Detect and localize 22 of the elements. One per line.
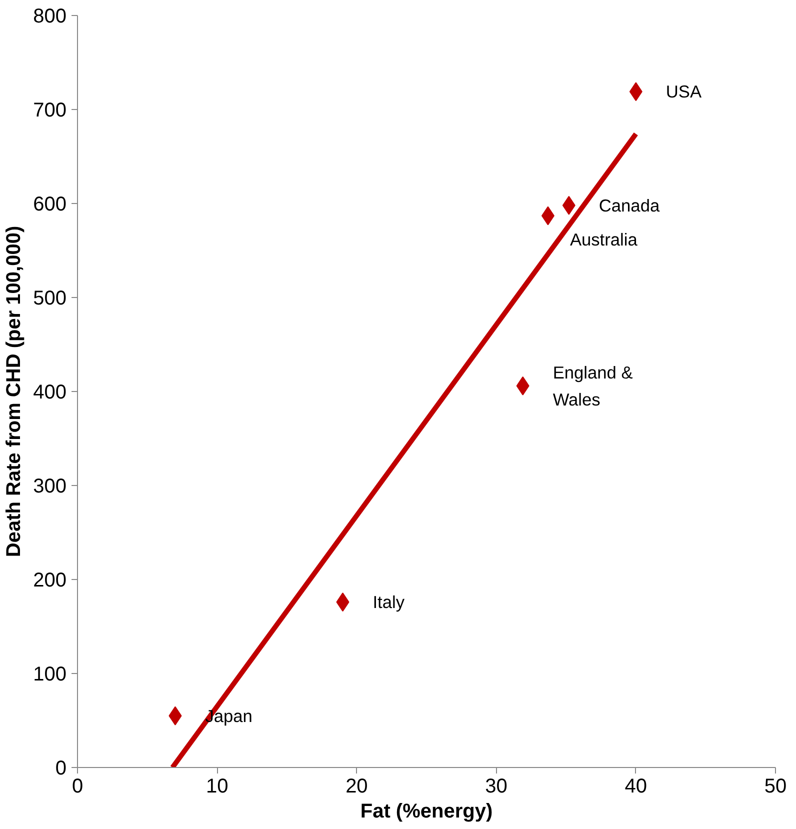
annotation: USA xyxy=(666,82,702,102)
x-tick-label: 40 xyxy=(624,776,648,798)
x-tick-label: 10 xyxy=(206,776,228,798)
x-tick-label: 20 xyxy=(346,776,368,798)
y-tick-label: 500 xyxy=(33,288,67,310)
y-tick-label: 600 xyxy=(33,194,67,216)
annotation: Canada xyxy=(598,195,660,216)
x-tick-label: 30 xyxy=(485,776,508,798)
x-tick-label: 0 xyxy=(72,776,84,798)
y-tick-label: 800 xyxy=(33,6,67,28)
annotation: England & Wales xyxy=(552,362,634,410)
annotation: Australia xyxy=(570,230,638,250)
y-tick-label: 0 xyxy=(55,758,66,780)
y-tick-label: 300 xyxy=(33,476,67,498)
y-axis-title: Death Rate from CHD (per 100,000) xyxy=(3,226,26,558)
y-tick-label: 400 xyxy=(33,382,67,404)
x-axis-title: Fat (%energy) xyxy=(360,800,493,822)
y-tick-label: 100 xyxy=(33,664,67,686)
x-tick-label: 50 xyxy=(764,776,787,798)
y-tick-label: 200 xyxy=(33,570,67,592)
y-tick-label: 700 xyxy=(33,100,67,122)
annotation: Italy xyxy=(372,592,405,612)
